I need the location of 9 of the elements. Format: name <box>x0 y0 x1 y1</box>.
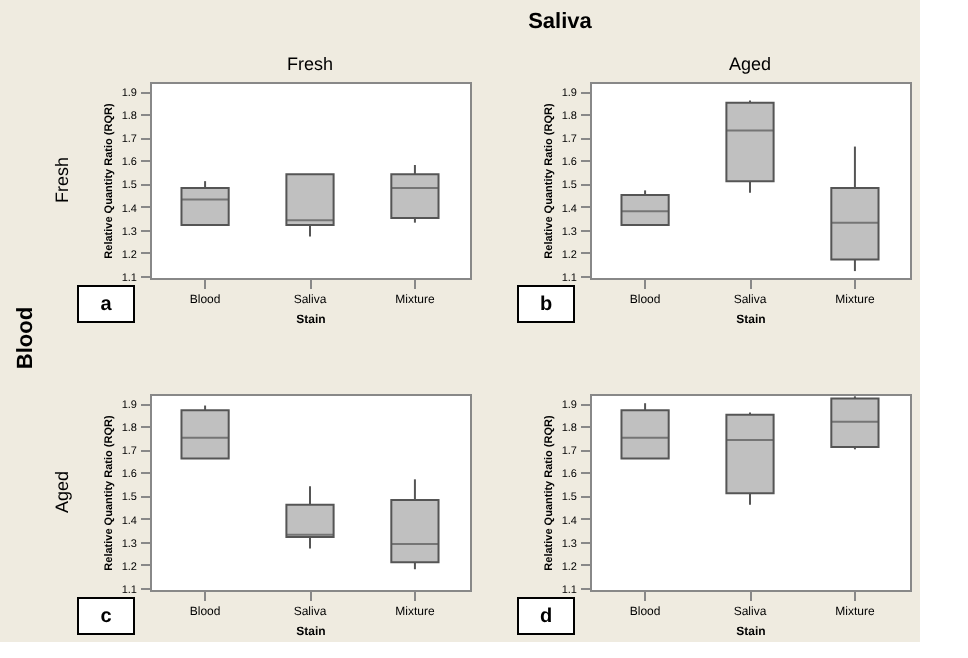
chart-title: Aged <box>728 54 772 74</box>
text: Aged <box>52 470 72 514</box>
text: Fresh <box>52 156 72 204</box>
chart-title: Fresh <box>286 54 334 74</box>
text: d <box>539 606 553 628</box>
text: a <box>100 294 113 316</box>
text: Saliva <box>528 10 594 34</box>
text: c <box>100 606 113 628</box>
text: b <box>539 294 553 316</box>
